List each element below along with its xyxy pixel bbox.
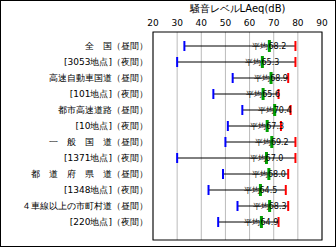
data-label: 平均65.3 [245,58,279,67]
tick-label: 50 [220,18,232,28]
data-label: 平均68.2 [252,42,286,51]
min-marker [183,41,185,51]
tick-label: 80 [292,18,304,28]
data-label: 平均64.5 [244,186,278,195]
marks [177,40,295,228]
category-label: [1348地点]（夜間） [64,185,148,195]
chart: 騒音レベルLAeq(dB) 20 30 40 50 60 70 80 90 全 国（昼間） [305… [0,0,336,247]
category-label: ４車線以上の市町村道（昼間） [22,201,148,211]
grid-line [225,32,226,240]
data-label: 平均67.3 [250,122,284,131]
tick-label: 90 [316,18,328,28]
min-marker [241,105,243,115]
category-label: 都市高速道路（昼間） [58,105,148,115]
min-marker [176,153,178,163]
max-marker [294,41,296,51]
min-marker [208,185,210,195]
data-label: 平均68.0 [252,170,286,179]
data-label: 平均69.2 [255,138,289,147]
category-label: [1371地点]（夜間） [64,153,148,163]
tick-label: 40 [196,18,208,28]
tick-label: 60 [244,18,256,28]
category-label: 一 般 国 道（昼間） [49,137,148,147]
category-label: [3053地点]（夜間） [64,57,148,67]
data-label: 平均70.4 [258,106,292,115]
data-label: 平均68.3 [253,202,287,211]
category-label: [101地点]（夜間） [70,89,148,99]
max-marker [294,137,296,147]
max-marker [294,153,296,163]
min-marker [222,169,224,179]
category-label: [10地点]（夜間） [76,121,148,131]
category-label: 高速自動車国道（昼間） [49,73,148,83]
category-label: 全 国（昼間） [85,41,148,51]
tick-label: 30 [171,18,183,28]
grid-line [297,32,298,240]
category-label: 都 道 府 県 道（昼間） [31,169,148,179]
plot-frame [153,32,322,240]
data-label: 平均64.9 [244,218,278,227]
tick-label: 70 [268,18,280,28]
max-marker [294,57,296,67]
category-label: [220地点]（夜間） [70,217,148,227]
min-marker [176,57,178,67]
chart-root: 騒音レベルLAeq(dB) 20 30 40 50 60 70 80 90 全 国（昼間） [305… [0,0,336,247]
data-label: 平均68.9 [254,74,288,83]
axis-title: 騒音レベルLAeq(dB) [189,3,286,14]
max-marker [285,185,287,195]
max-marker [287,169,289,179]
tick-label: 20 [147,18,159,28]
min-marker [237,201,239,211]
data-label: 平均65.6 [246,90,280,99]
min-marker [224,137,226,147]
outer-frame [1,1,336,247]
min-marker [212,89,214,99]
data-label: 平均67.0 [250,154,284,163]
grid-line [177,32,178,240]
max-marker [287,201,289,211]
min-marker [232,73,234,83]
grid-line [201,32,202,240]
min-marker [217,217,219,227]
min-marker [227,121,229,131]
